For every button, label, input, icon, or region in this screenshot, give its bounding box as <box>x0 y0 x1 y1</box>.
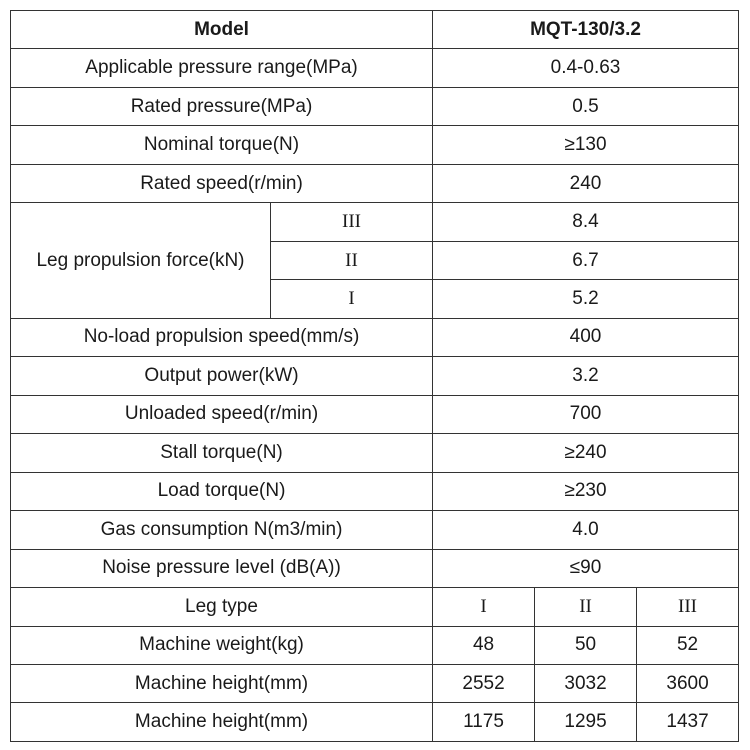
machine-value: 3032 <box>534 663 638 704</box>
machine-label: Machine weight(kg) <box>9 625 434 665</box>
model-label: Model <box>9 9 434 50</box>
row-label: Stall torque(N) <box>9 433 434 473</box>
row-value: 0.4-0.63 <box>432 48 740 88</box>
leg-force-label: Leg propulsion force(kN) <box>10 202 271 319</box>
row-value: ≥130 <box>432 125 740 165</box>
table-row: Stall torque(N) ≥240 <box>9 433 740 473</box>
row-label: Rated speed(r/min) <box>9 163 434 204</box>
table-row: Unloaded speed(r/min) 700 <box>9 394 740 435</box>
row-label: No-load propulsion speed(mm/s) <box>9 317 434 358</box>
leg-force-value: 5.2 <box>432 279 740 319</box>
machine-value: 1295 <box>534 702 638 742</box>
machine-label: Machine height(mm) <box>9 702 434 742</box>
table-row: Load torque(N) ≥230 <box>9 471 740 512</box>
machine-label: Machine height(mm) <box>9 663 434 704</box>
table-row: Rated speed(r/min) 240 <box>9 163 740 204</box>
table-row: Gas consumption N(m3/min) 4.0 <box>9 510 740 550</box>
row-value: ≤90 <box>432 548 740 589</box>
row-value: 700 <box>432 394 740 435</box>
machine-value: 48 <box>432 625 536 665</box>
leg-force-grade: III <box>269 202 434 242</box>
leg-type-label: Leg type <box>9 587 434 627</box>
machine-value: 50 <box>534 625 638 665</box>
machine-value: 2552 <box>432 663 536 704</box>
leg-force-value: 8.4 <box>432 202 740 242</box>
header-row: Model MQT-130/3.2 <box>9 9 740 50</box>
row-value: ≥240 <box>432 433 740 473</box>
table-row: Leg propulsion force(kN) III 8.4 <box>10 202 740 319</box>
machine-value: 1175 <box>432 702 536 742</box>
table-row: Nominal torque(N) ≥130 <box>9 125 740 165</box>
table-row: II 6.7 <box>11 240 740 281</box>
row-value: 240 <box>432 163 740 204</box>
table-row: Machine height(mm) 1175 1295 1437 <box>9 702 740 742</box>
row-label: Nominal torque(N) <box>9 125 434 165</box>
table-row: Noise pressure level (dB(A)) ≤90 <box>9 548 740 589</box>
row-value: ≥230 <box>432 471 740 512</box>
row-value: 4.0 <box>432 510 740 550</box>
machine-value: 1437 <box>636 702 740 742</box>
table-row: Machine weight(kg) 48 50 52 <box>9 625 740 665</box>
row-value: 400 <box>432 317 740 358</box>
row-value: 0.5 <box>432 86 740 127</box>
leg-force-grade: II <box>269 240 434 281</box>
table-row: Machine height(mm) 2552 3032 3600 <box>9 663 740 704</box>
row-label: Output power(kW) <box>9 356 434 396</box>
spec-table: Model MQT-130/3.2 Applicable pressure ra… <box>9 9 740 742</box>
row-value: 3.2 <box>432 356 740 396</box>
row-label: Gas consumption N(m3/min) <box>9 510 434 550</box>
row-label: Load torque(N) <box>9 471 434 512</box>
row-label: Rated pressure(MPa) <box>9 86 434 127</box>
row-label: Unloaded speed(r/min) <box>9 394 434 435</box>
model-value: MQT-130/3.2 <box>432 9 740 50</box>
leg-force-value: 6.7 <box>432 240 740 281</box>
leg-type-value: I <box>432 587 536 627</box>
table-row: Leg type I II III <box>9 587 740 627</box>
leg-force-grade: I <box>269 279 434 319</box>
table-row: Applicable pressure range(MPa) 0.4-0.63 <box>9 48 740 88</box>
row-label: Noise pressure level (dB(A)) <box>9 548 434 589</box>
leg-type-value: III <box>636 587 740 627</box>
table-row: Output power(kW) 3.2 <box>9 356 740 396</box>
row-label: Applicable pressure range(MPa) <box>9 48 434 88</box>
machine-value: 52 <box>636 625 740 665</box>
machine-value: 3600 <box>636 663 740 704</box>
table-row: Rated pressure(MPa) 0.5 <box>9 86 740 127</box>
table-row: No-load propulsion speed(mm/s) 400 <box>9 317 740 358</box>
leg-type-value: II <box>534 587 638 627</box>
